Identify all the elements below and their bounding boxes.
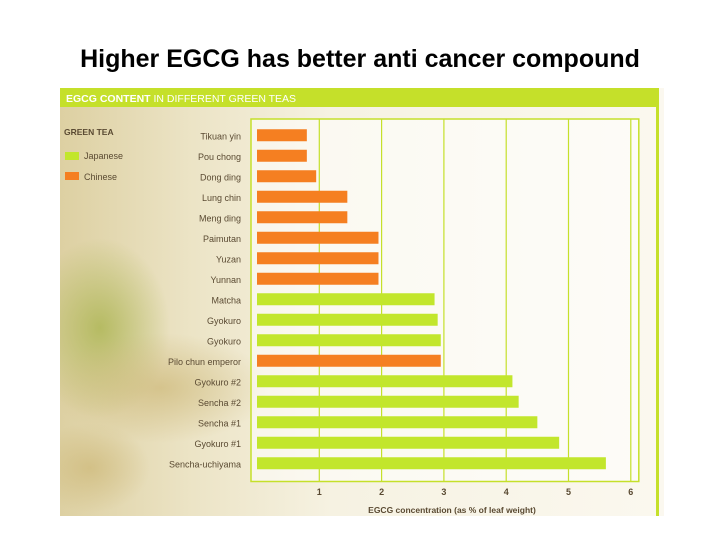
- legend-swatch-chinese: [65, 172, 79, 180]
- bar: [257, 293, 435, 306]
- bar: [257, 334, 441, 347]
- legend-label-chinese: Chinese: [84, 172, 117, 182]
- category-labels: Tikuan yin Pou chong Dong ding Lung chin Men…: [168, 131, 241, 469]
- bar: [257, 395, 519, 408]
- x-tick-labels: 1 2 3 4 5 6: [317, 487, 634, 497]
- bar: [257, 149, 307, 162]
- bar: [257, 231, 379, 244]
- bar: [257, 190, 348, 203]
- bar: [257, 375, 513, 388]
- category-label: Dong ding: [200, 172, 241, 182]
- category-label: Sencha-uchiyama: [169, 459, 241, 469]
- x-tick-label: 4: [504, 487, 509, 497]
- chart-title: EGCG CONTENT IN DIFFERENT GREEN TEAS: [66, 93, 296, 105]
- egcg-bar-chart: EGCG CONTENT IN DIFFERENT GREEN TEAS Tik…: [60, 88, 664, 516]
- chart-right-border: [656, 88, 659, 516]
- category-label: Sencha #2: [198, 398, 241, 408]
- chart-title-bold: EGCG CONTENT: [66, 93, 151, 105]
- category-label: Pou chong: [198, 152, 241, 162]
- plot-frame: [250, 118, 640, 483]
- category-label: Yuzan: [216, 254, 241, 264]
- x-axis-label: EGCG concentration (as % of leaf weight): [368, 505, 536, 515]
- bar: [257, 354, 441, 367]
- x-tick-label: 6: [628, 487, 633, 497]
- chart-title-rest: IN DIFFERENT GREEN TEAS: [151, 93, 296, 105]
- x-tick-label: 3: [441, 487, 446, 497]
- category-label: Sencha #1: [198, 418, 241, 428]
- bar: [257, 457, 606, 470]
- bars: [257, 129, 606, 470]
- chart-figure: EGCG CONTENT IN DIFFERENT GREEN TEAS Tik…: [60, 88, 664, 516]
- legend-label-japanese: Japanese: [84, 151, 123, 161]
- category-label: Yunnan: [210, 275, 241, 285]
- category-label: Gyokuro: [207, 336, 241, 346]
- bar: [257, 416, 538, 429]
- category-label: Gyokuro #2: [194, 377, 241, 387]
- bar: [257, 211, 348, 224]
- legend-swatch-japanese: [65, 152, 79, 160]
- legend: GREEN TEA Japanese Chinese: [64, 127, 123, 182]
- category-label: Tikuan yin: [200, 131, 241, 141]
- bar: [257, 313, 438, 326]
- x-tick-label: 2: [379, 487, 384, 497]
- slide-title: Higher EGCG has better anti cancer compo…: [80, 45, 640, 73]
- category-label: Pilo chun emperor: [168, 357, 241, 367]
- category-label: Lung chin: [202, 193, 241, 203]
- category-label: Matcha: [211, 295, 241, 305]
- legend-title: GREEN TEA: [64, 127, 114, 137]
- bar: [257, 170, 317, 183]
- bar: [257, 272, 379, 285]
- chart-title-band: [60, 88, 656, 107]
- x-tick-label: 1: [317, 487, 322, 497]
- bar: [257, 129, 307, 142]
- bar: [257, 436, 560, 449]
- category-label: Paimutan: [203, 234, 241, 244]
- category-label: Meng ding: [199, 213, 241, 223]
- x-tick-label: 5: [566, 487, 571, 497]
- category-label: Gyokuro #1: [194, 439, 241, 449]
- bar: [257, 252, 379, 265]
- background-cup-shape: [60, 333, 270, 443]
- category-label: Gyokuro: [207, 316, 241, 326]
- background-cup-shadow: [60, 423, 150, 513]
